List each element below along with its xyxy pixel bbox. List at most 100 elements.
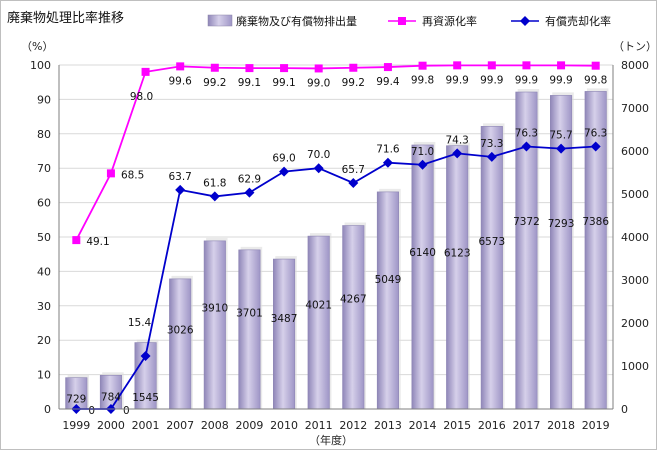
left-tick-label: 50 <box>37 231 51 244</box>
recycle-rate-point <box>418 61 427 70</box>
left-tick-label: 10 <box>37 369 51 382</box>
sale-rate-label: 65.7 <box>342 164 365 176</box>
sale-rate-point <box>521 141 532 152</box>
recycle-rate-label: 99.1 <box>238 77 261 89</box>
x-tick-label: 2000 <box>97 419 125 432</box>
bar <box>203 240 226 410</box>
bar-value-label: 1545 <box>132 392 159 404</box>
x-tick-label: 2011 <box>305 419 333 432</box>
bar <box>169 278 192 410</box>
bar <box>238 249 261 410</box>
bars <box>65 88 609 410</box>
sale-rate-point <box>244 187 255 198</box>
left-tick-label: 70 <box>37 162 51 175</box>
x-tick-label: 2012 <box>339 419 367 432</box>
recycle-rate-point <box>245 64 254 73</box>
sale-rate-label: 61.8 <box>203 177 226 189</box>
recycle-rate-point <box>453 61 462 70</box>
bar <box>273 258 296 410</box>
sale-rate-label: 71.0 <box>411 146 434 158</box>
right-tick-label: 8000 <box>621 59 649 72</box>
sale-rate-point <box>348 177 359 188</box>
series-lines <box>75 64 596 410</box>
sale-rate-point <box>590 141 601 152</box>
bar-value-label: 3910 <box>201 302 228 314</box>
sale-rate-label: 76.3 <box>584 128 607 140</box>
recycle-rate-label: 99.2 <box>342 77 365 89</box>
recycle-rate-label: 49.1 <box>86 236 109 248</box>
bar <box>550 95 573 410</box>
legend-label-bars: 廃棄物及び有償物排出量 <box>236 14 357 28</box>
right-tick-label: 3000 <box>621 274 649 287</box>
recycle-rate-label: 68.5 <box>121 169 144 181</box>
chart-title: 廃棄物処理比率推移 <box>7 10 124 26</box>
right-tick-label: 0 <box>621 403 628 416</box>
recycle-rate-point <box>522 61 531 70</box>
series-markers <box>71 61 601 414</box>
sale-rate-point <box>313 163 324 174</box>
sale-rate-point <box>417 159 428 170</box>
sale-rate-point <box>279 166 290 177</box>
right-tick-label: 2000 <box>621 317 649 330</box>
recycle-rate-point <box>349 63 358 72</box>
right-tick-label: 6000 <box>621 145 649 158</box>
recycle-rate-label: 98.0 <box>130 91 153 103</box>
series-line-sale <box>76 145 596 410</box>
recycle-rate-label: 99.9 <box>480 74 503 86</box>
sale-rate-label: 63.7 <box>168 171 191 183</box>
left-tick-label: 60 <box>37 197 51 210</box>
right-axis-unit: （トン） <box>613 40 657 53</box>
sale-rate-point <box>452 148 463 159</box>
x-tick-label: 2009 <box>235 419 263 432</box>
bar-value-label: 4021 <box>305 300 332 312</box>
legend-marker-sale <box>520 16 530 26</box>
recycle-rate-label: 99.2 <box>203 77 226 89</box>
bar-value-label: 4267 <box>340 294 367 306</box>
sale-rate-label: 70.0 <box>307 149 330 161</box>
bar-value-label: 7293 <box>548 218 575 230</box>
x-tick-label: 2007 <box>166 419 194 432</box>
sale-rate-label: 76.3 <box>515 128 538 140</box>
legend-label-recycle: 再資源化率 <box>422 14 477 28</box>
recycle-rate-point <box>176 62 185 71</box>
left-tick-label: 80 <box>37 128 51 141</box>
recycle-rate-point <box>106 169 115 178</box>
x-tick-label: 2013 <box>374 419 402 432</box>
x-tick-label: 2018 <box>547 419 575 432</box>
bar <box>342 225 365 410</box>
right-tick-label: 7000 <box>621 102 649 115</box>
sale-rate-point <box>382 157 393 168</box>
right-tick-label: 1000 <box>621 360 649 373</box>
legend-swatch-bars <box>207 14 233 27</box>
bar-value-label: 7372 <box>513 216 540 228</box>
recycle-rate-label: 99.0 <box>307 77 330 89</box>
series-line-recycle <box>75 64 596 241</box>
sale-rate-label: 0 <box>123 405 130 417</box>
left-tick-label: 30 <box>37 300 51 313</box>
recycle-rate-label: 99.9 <box>549 74 572 86</box>
bar <box>411 144 434 410</box>
left-tick-label: 0 <box>44 403 51 416</box>
sale-rate-point <box>175 184 186 195</box>
left-tick-label: 40 <box>37 265 51 278</box>
recycle-rate-label: 99.9 <box>445 74 468 86</box>
x-tick-label: 2008 <box>201 419 229 432</box>
sale-rate-label: 74.3 <box>445 134 468 146</box>
x-tick-label: 2016 <box>478 419 506 432</box>
recycle-rate-point <box>280 64 289 73</box>
recycle-rate-label: 99.9 <box>515 74 538 86</box>
axes: 0102030405060708090100010002000300040005… <box>30 59 649 432</box>
recycle-rate-label: 99.1 <box>272 77 295 89</box>
right-tick-label: 4000 <box>621 231 649 244</box>
x-tick-label: 2014 <box>409 419 437 432</box>
sale-rate-label: 0 <box>88 405 95 417</box>
recycle-rate-point <box>487 61 496 70</box>
recycle-rate-point <box>141 67 150 76</box>
x-tick-label: 2015 <box>443 419 471 432</box>
left-tick-label: 90 <box>37 93 51 106</box>
sale-rate-point <box>556 143 567 154</box>
x-axis-label: （年度） <box>309 433 353 447</box>
bar-value-label: 729 <box>66 394 86 406</box>
